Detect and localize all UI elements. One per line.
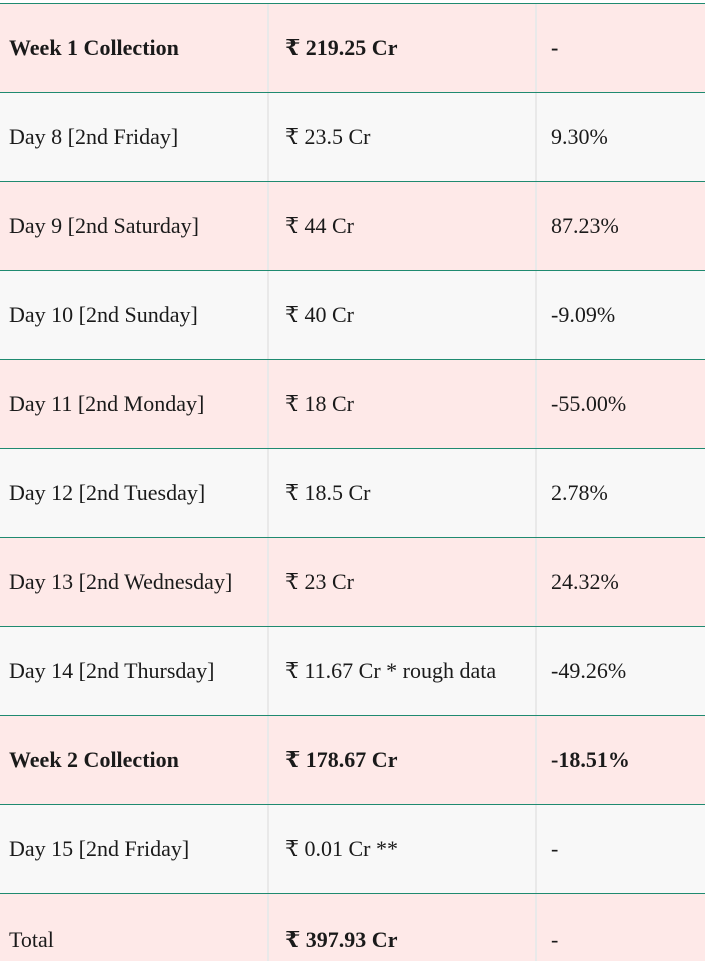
row-change: -9.09%	[535, 271, 705, 359]
table-row: Day 8 [2nd Friday] ₹ 23.5 Cr 9.30%	[0, 92, 705, 181]
row-change: 2.78%	[535, 449, 705, 537]
row-label: Day 14 [2nd Thursday]	[9, 658, 215, 683]
row-collection: ₹ 11.67 Cr * rough data	[267, 627, 535, 715]
row-collection: ₹ 40 Cr	[267, 271, 535, 359]
row-change: -	[535, 805, 705, 893]
row-collection: ₹ 178.67 Cr	[267, 716, 535, 804]
row-collection: ₹ 23.5 Cr	[267, 93, 535, 181]
row-change: -	[535, 4, 705, 92]
row-label: Day 15 [2nd Friday]	[9, 836, 190, 861]
row-label: Week 1 Collection	[9, 35, 179, 60]
row-collection: ₹ 0.01 Cr **	[267, 805, 535, 893]
row-label: Day 10 [2nd Sunday]	[9, 302, 198, 327]
table-row: Day 13 [2nd Wednesday] ₹ 23 Cr 24.32%	[0, 537, 705, 626]
row-collection: ₹ 44 Cr	[267, 182, 535, 270]
row-label: Day 11 [2nd Monday]	[9, 391, 205, 416]
row-collection: ₹ 397.93 Cr	[267, 894, 535, 961]
row-change: 24.32%	[535, 538, 705, 626]
row-change: -	[535, 894, 705, 961]
table-row: Week 2 Collection ₹ 178.67 Cr -18.51%	[0, 715, 705, 804]
row-collection: ₹ 219.25 Cr	[267, 4, 535, 92]
table-row: Day 12 [2nd Tuesday] ₹ 18.5 Cr 2.78%	[0, 448, 705, 537]
table-row-total: Total ₹ 397.93 Cr -	[0, 893, 705, 961]
table-row: Day 10 [2nd Sunday] ₹ 40 Cr -9.09%	[0, 270, 705, 359]
row-change: -18.51%	[535, 716, 705, 804]
table-row: Day 9 [2nd Saturday] ₹ 44 Cr 87.23%	[0, 181, 705, 270]
row-collection: ₹ 23 Cr	[267, 538, 535, 626]
row-label: Day 9 [2nd Saturday]	[9, 213, 200, 238]
row-collection: ₹ 18.5 Cr	[267, 449, 535, 537]
table-row: Week 1 Collection ₹ 219.25 Cr -	[0, 3, 705, 92]
table-row: Day 14 [2nd Thursday] ₹ 11.67 Cr * rough…	[0, 626, 705, 715]
row-label: Total	[9, 927, 54, 952]
row-change: 87.23%	[535, 182, 705, 270]
table-row: Day 15 [2nd Friday] ₹ 0.01 Cr ** -	[0, 804, 705, 893]
row-change: -49.26%	[535, 627, 705, 715]
box-office-table: Week 1 Collection ₹ 219.25 Cr - Day 8 [2…	[0, 3, 705, 961]
row-label: Day 13 [2nd Wednesday]	[9, 569, 233, 594]
row-label: Day 12 [2nd Tuesday]	[9, 480, 206, 505]
row-change: 9.30%	[535, 93, 705, 181]
row-label: Week 2 Collection	[9, 747, 179, 772]
row-collection: ₹ 18 Cr	[267, 360, 535, 448]
row-label: Day 8 [2nd Friday]	[9, 124, 179, 149]
table-row: Day 11 [2nd Monday] ₹ 18 Cr -55.00%	[0, 359, 705, 448]
row-change: -55.00%	[535, 360, 705, 448]
